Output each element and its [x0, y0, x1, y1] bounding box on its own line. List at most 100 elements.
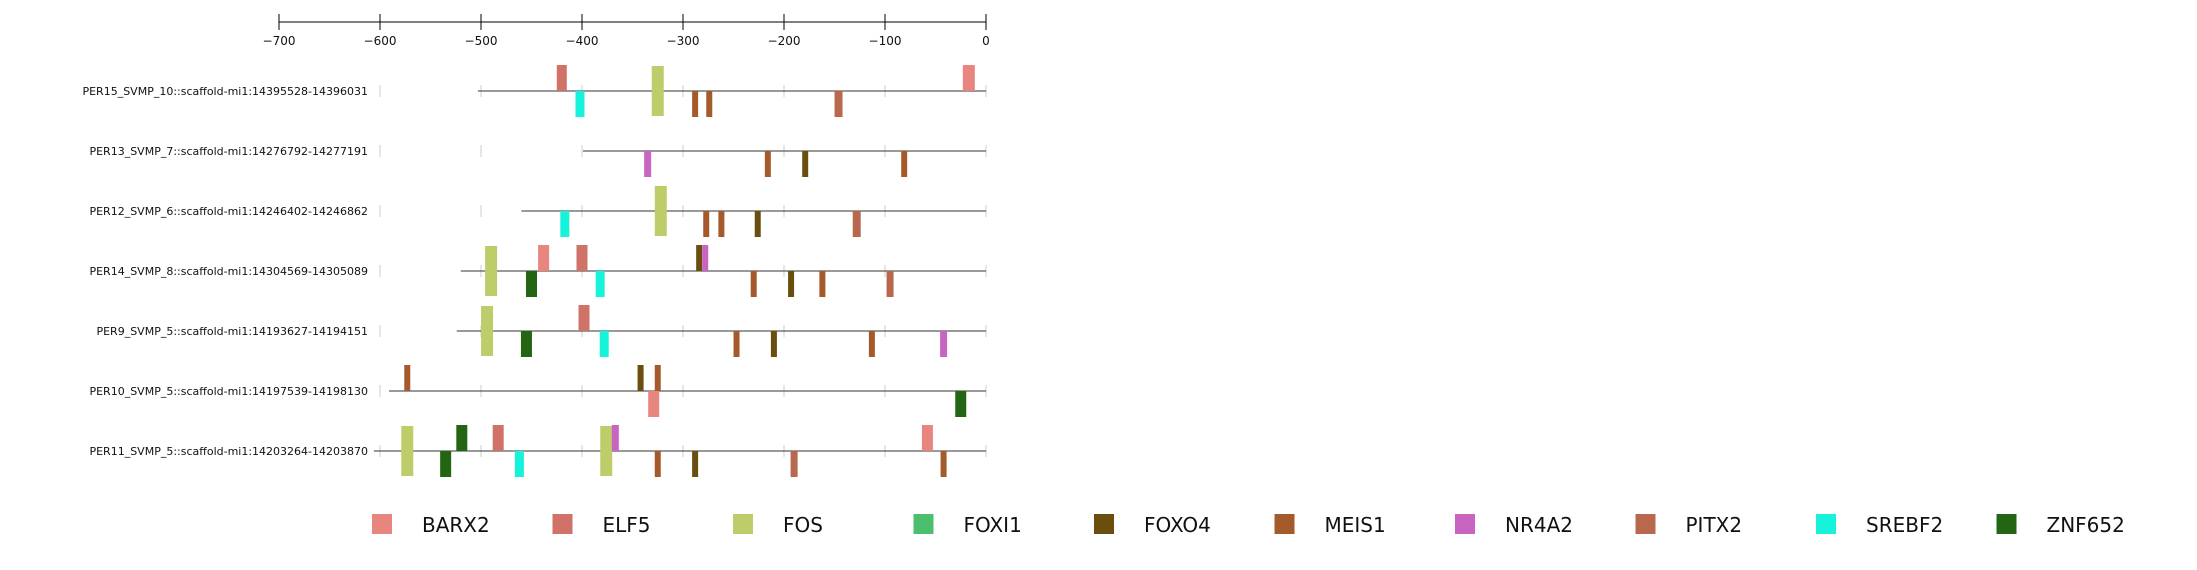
binding-site-fos [481, 306, 494, 356]
sequence-label: PER14_SVMP_8::scaffold-mi1:14304569-1430… [89, 265, 368, 278]
binding-site-meis1 [703, 211, 710, 237]
binding-site-meis1 [718, 211, 725, 237]
legend-swatch [1094, 514, 1114, 534]
sequence-label: PER13_SVMP_7::scaffold-mi1:14276792-1427… [89, 145, 368, 158]
binding-site-meis1 [868, 331, 875, 357]
legend-swatch [913, 514, 934, 534]
legend-swatch [552, 514, 573, 534]
binding-site-nr4a2 [611, 425, 619, 451]
legend-item: SREBF2 [1816, 513, 1943, 537]
legend-label: FOXO4 [1144, 513, 1211, 537]
axis-tick-label: 0 [982, 34, 990, 48]
legend-label: FOXI1 [964, 513, 1022, 537]
binding-site-fos [401, 426, 414, 476]
binding-site-meis1 [404, 365, 411, 391]
binding-site-foxo4 [692, 451, 699, 477]
legend-swatch [1816, 514, 1836, 534]
binding-site-elf5 [578, 305, 590, 331]
sequence-label: PER9_SVMP_5::scaffold-mi1:14193627-14194… [96, 325, 368, 338]
binding-site-foxo4 [696, 245, 703, 271]
legend-label: SREBF2 [1866, 513, 1943, 537]
binding-site-znf652 [440, 451, 452, 477]
binding-site-barx2 [538, 245, 550, 271]
legend-label: BARX2 [422, 513, 490, 537]
position-axis: −700 −600 −500 −400 −300 −200 −100 0 [263, 14, 990, 48]
binding-site-elf5 [492, 425, 504, 451]
legend-label: MEIS1 [1325, 513, 1386, 537]
legend-item: ELF5 [552, 513, 651, 537]
axis-tick-label: −500 [465, 34, 498, 48]
binding-site-barx2 [648, 391, 660, 417]
binding-site-meis1 [819, 271, 826, 297]
sequence-row: PER14_SVMP_8::scaffold-mi1:14304569-1430… [89, 245, 987, 297]
sequence-rows: PER15_SVMP_10::scaffold-mi1:14395528-143… [82, 65, 987, 477]
sequence-label: PER15_SVMP_10::scaffold-mi1:14395528-143… [82, 85, 368, 98]
legend-swatch [372, 514, 392, 534]
binding-site-meis1 [733, 331, 740, 357]
binding-site-meis1 [901, 151, 908, 177]
factor-legend: BARX2 ELF5 FOS FOXI1 FOXO4 MEIS1 NR4A2 PITX2 SRE… [372, 513, 2125, 537]
legend-label: NR4A2 [1505, 513, 1573, 537]
sequence-row: PER11_SVMP_5::scaffold-mi1:14203264-1420… [89, 425, 987, 477]
binding-site-fos [485, 246, 498, 296]
sequence-label: PER12_SVMP_6::scaffold-mi1:14246402-1424… [89, 205, 368, 218]
legend-item: PITX2 [1635, 513, 1743, 537]
binding-site-srebf2 [599, 331, 609, 357]
legend-item: NR4A2 [1455, 513, 1573, 537]
binding-site-foxo4 [637, 365, 644, 391]
legend-item: FOXI1 [913, 513, 1022, 537]
binding-site-fos [600, 426, 613, 476]
axis-tick-label: −200 [768, 34, 801, 48]
binding-site-barx2 [921, 425, 933, 451]
binding-site-foxo4 [754, 211, 761, 237]
binding-site-meis1 [750, 271, 757, 297]
binding-site-pitx2 [852, 211, 861, 237]
binding-site-znf652 [520, 331, 532, 357]
binding-site-foxo4 [788, 271, 795, 297]
binding-site-pitx2 [834, 91, 843, 117]
binding-site-meis1 [654, 365, 661, 391]
legend-swatch [1996, 514, 2017, 534]
legend-item: ZNF652 [1996, 513, 2125, 537]
binding-site-foxo4 [802, 151, 809, 177]
axis-tick-label: −400 [566, 34, 599, 48]
binding-site-meis1 [654, 451, 661, 477]
legend-label: FOS [783, 513, 823, 537]
binding-site-foxo4 [770, 331, 777, 357]
binding-site-srebf2 [575, 91, 585, 117]
binding-site-fos [651, 66, 664, 116]
binding-site-srebf2 [514, 451, 524, 477]
sequence-label: PER10_SVMP_5::scaffold-mi1:14197539-1419… [89, 385, 368, 398]
legend-label: PITX2 [1686, 513, 1743, 537]
legend-item: FOXO4 [1094, 513, 1211, 537]
binding-site-fos [654, 186, 667, 236]
binding-site-nr4a2 [940, 331, 948, 357]
legend-swatch [733, 514, 753, 534]
sequence-row: PER15_SVMP_10::scaffold-mi1:14395528-143… [82, 65, 987, 117]
binding-site-pitx2 [790, 451, 798, 477]
legend-item: FOS [733, 513, 823, 537]
legend-swatch [1455, 514, 1475, 534]
sequence-row: PER12_SVMP_6::scaffold-mi1:14246402-1424… [89, 186, 987, 237]
sequence-label: PER11_SVMP_5::scaffold-mi1:14203264-1420… [89, 445, 368, 458]
binding-site-nr4a2 [702, 245, 709, 271]
binding-site-znf652 [456, 425, 468, 451]
binding-site-meis1 [764, 151, 771, 177]
sequence-row: PER10_SVMP_5::scaffold-mi1:14197539-1419… [89, 365, 987, 417]
legend-label: ELF5 [603, 513, 651, 537]
binding-site-meis1 [706, 91, 713, 117]
binding-site-srebf2 [560, 211, 570, 237]
binding-site-znf652 [526, 271, 537, 297]
binding-site-elf5 [556, 65, 567, 91]
sequence-row: PER13_SVMP_7::scaffold-mi1:14276792-1427… [89, 145, 987, 177]
axis-tick-label: −700 [263, 34, 296, 48]
legend-item: MEIS1 [1274, 513, 1386, 537]
axis-tick-label: −600 [364, 34, 397, 48]
legend-swatch [1274, 514, 1295, 534]
binding-site-nr4a2 [644, 151, 652, 177]
binding-site-elf5 [576, 245, 588, 271]
legend-swatch [1635, 514, 1656, 534]
axis-tick-label: −100 [869, 34, 902, 48]
sequence-row: PER9_SVMP_5::scaffold-mi1:14193627-14194… [96, 305, 987, 357]
